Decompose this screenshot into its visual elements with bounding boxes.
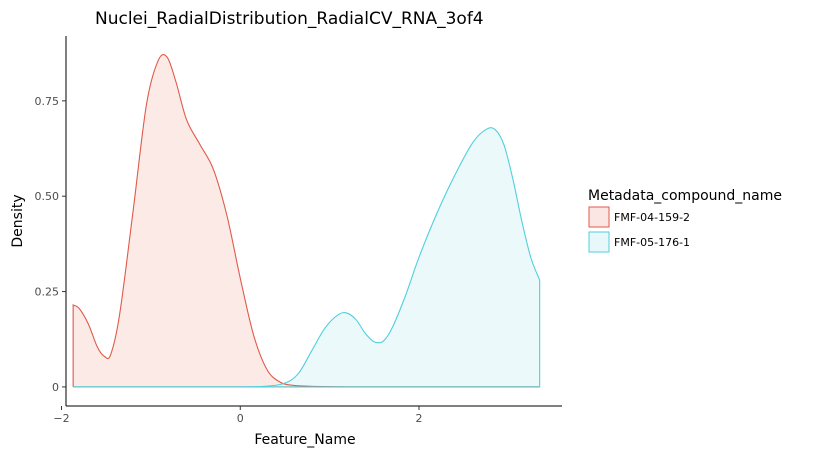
legend: Metadata_compound_name FMF-04-159-2FMF-0… [588,188,782,253]
series-line-2 [73,127,541,388]
y-tick-label: 0.25 [35,286,60,299]
series-layer [72,54,541,388]
legend-key-1 [588,206,610,228]
series-area-1 [73,54,540,387]
legend-key-2 [588,231,610,253]
legend-items: FMF-04-159-2 FMF-05-176-1 [588,206,690,253]
y-tick-label: 0.75 [35,95,60,108]
y-tick-label: 0 [52,381,59,394]
legend-label-1: FMF-04-159-2 [614,211,690,224]
legend-title: Metadata_compound_name [588,188,782,204]
x-axis-title: Feature_Name [254,432,355,448]
y-tick-label: 0.50 [35,190,60,203]
x-ticks: −2 0 2 [53,406,423,425]
x-tick-label: 2 [416,412,423,425]
y-axis-title: Density [10,194,26,247]
x-tick-label: 0 [237,412,244,425]
legend-label-2: FMF-05-176-1 [614,236,690,249]
y-ticks: 0 0.25 0.50 0.75 [35,95,66,394]
chart-title: Nuclei_RadialDistribution_RadialCV_RNA_3… [95,9,484,29]
x-tick-label: −2 [53,412,69,425]
series-area-2 [73,127,540,387]
